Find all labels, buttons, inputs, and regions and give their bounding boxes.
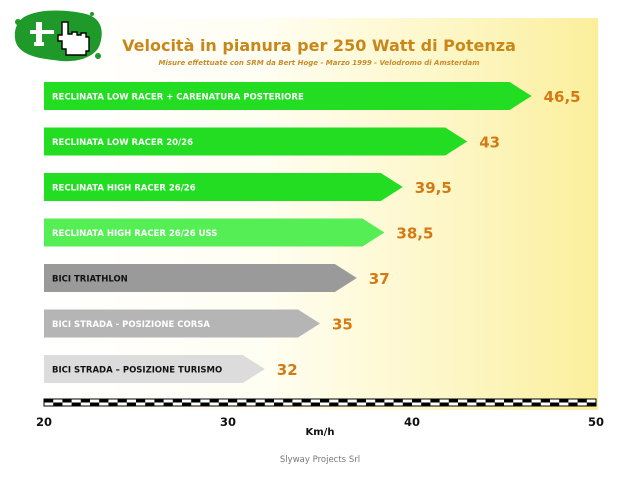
tick-label: 40 (404, 415, 420, 429)
data-label: 37 (369, 270, 390, 288)
axis-scale-segment (172, 399, 182, 403)
axis-scale-segment (366, 402, 376, 406)
axis-scale-segment (90, 402, 100, 406)
axis-scale-segment (522, 399, 532, 403)
axis-scale-segment (191, 399, 201, 403)
axis-scale-segment (421, 402, 431, 406)
axis-scale-segment (412, 399, 422, 403)
axis-scale-segment (53, 402, 63, 406)
logo (12, 8, 104, 64)
hand-pointer-icon (14, 10, 102, 62)
data-label: 38,5 (396, 225, 433, 243)
axis-scale-segment (375, 399, 385, 403)
axis-scale-segment (458, 402, 468, 406)
bar (44, 127, 468, 156)
axis-scale-segment (310, 402, 320, 406)
bar-label: RECLINATA HIGH RACER 26/26 USS (52, 229, 217, 239)
bar (44, 309, 320, 338)
bar-label: RECLINATA LOW RACER 20/26 (52, 138, 193, 148)
chart-title: Velocità in pianura per 250 Watt di Pote… (122, 36, 516, 55)
axis-scale-segment (393, 399, 403, 403)
axis-scale-segment (44, 399, 54, 403)
tick-label: 20 (36, 415, 52, 429)
bar (44, 355, 265, 383)
axis-scale-segment (264, 399, 274, 403)
data-label: 39,5 (415, 179, 452, 197)
chart-subtitle: Misure effettuate con SRM da Bert Hoge -… (158, 59, 480, 67)
axis-scale-segment (108, 402, 118, 406)
axis-scale-segment (476, 402, 486, 406)
axis-scale-segment (71, 402, 81, 406)
x-axis-label: Km/h (306, 427, 335, 438)
axis-scale-segment (237, 402, 247, 406)
axis-scale-segment (586, 402, 596, 406)
axis-scale-segment (292, 402, 302, 406)
axis-scale-segment (62, 399, 72, 403)
axis-scale-segment (402, 402, 412, 406)
bar-label: BICI STRADA – POSIZIONE TURISMO (52, 366, 222, 376)
axis-scale-segment (154, 399, 164, 403)
axis-scale-segment (209, 399, 219, 403)
axis-scale-segment (513, 402, 523, 406)
axis-scale-segment (301, 399, 311, 403)
axis-scale-segment (448, 399, 458, 403)
bar-label: RECLINATA LOW RACER + CARENATURA POSTERI… (52, 93, 304, 103)
axis-scale-segment (568, 402, 578, 406)
axis-scale-segment (540, 399, 550, 403)
axis-scale-segment (577, 399, 587, 403)
bar (44, 218, 385, 247)
bar-chart: RECLINATA LOW RACER + CARENATURA POSTERI… (36, 82, 604, 438)
axis-scale-segment (117, 399, 127, 403)
data-label: 32 (277, 361, 298, 379)
bar (44, 264, 357, 292)
bar-label: RECLINATA HIGH RACER 26/26 (52, 184, 196, 194)
axis-scale-segment (347, 402, 357, 406)
bar-label: BICI STRADA - POSIZIONE CORSA (52, 320, 210, 330)
axis-scale-segment (531, 402, 541, 406)
axis-scale-segment (80, 399, 90, 403)
axis-scale-segment (550, 402, 560, 406)
axis-scale-segment (246, 399, 256, 403)
axis-scale-segment (163, 402, 173, 406)
bar-label: BICI TRIATHLON (52, 275, 128, 285)
axis-scale-segment (430, 399, 440, 403)
axis-scale-segment (182, 402, 192, 406)
axis-scale-segment (228, 399, 238, 403)
axis-scale-segment (274, 402, 284, 406)
bar (44, 173, 403, 201)
tick-label: 50 (588, 415, 604, 429)
axis-scale-segment (559, 399, 569, 403)
axis-scale-segment (338, 399, 348, 403)
data-label: 43 (479, 134, 500, 152)
axis-scale-segment (126, 402, 136, 406)
axis-scale-segment (384, 402, 394, 406)
bar (44, 82, 532, 110)
axis-scale-segment (504, 399, 514, 403)
axis-scale-segment (467, 399, 477, 403)
axis-scale-segment (145, 402, 155, 406)
axis-scale-segment (320, 399, 330, 403)
data-label: 46,5 (544, 88, 581, 106)
axis-scale-segment (485, 399, 495, 403)
axis-scale-segment (200, 402, 210, 406)
axis-scale-segment (356, 399, 366, 403)
axis-scale-segment (283, 399, 293, 403)
data-label: 35 (332, 316, 353, 334)
axis-scale-segment (255, 402, 265, 406)
axis-scale-segment (329, 402, 339, 406)
axis-scale-segment (136, 399, 146, 403)
axis-scale-segment (494, 402, 504, 406)
axis-scale-segment (218, 402, 228, 406)
axis-scale-segment (439, 402, 449, 406)
tick-label: 30 (220, 415, 236, 429)
footer-credit: Slyway Projects Srl (279, 455, 361, 465)
axis-scale-segment (99, 399, 109, 403)
